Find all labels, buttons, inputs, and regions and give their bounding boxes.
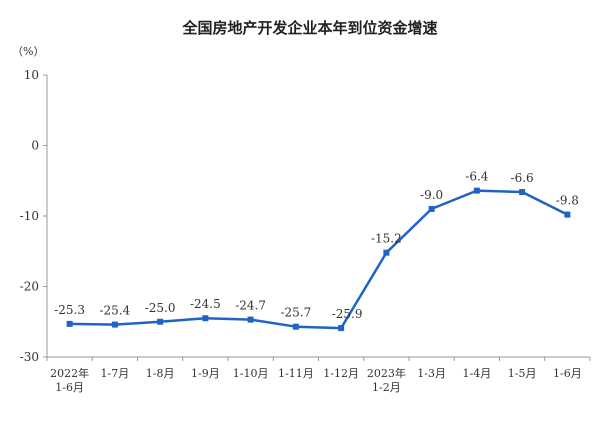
data-label: -24.7: [235, 299, 266, 313]
data-point: [66, 320, 73, 327]
data-labels: -25.3 -25.4 -25.0 -24.5 -24.7 -25.7 -25.9 -15.2…: [54, 170, 579, 321]
series-line: [69, 189, 568, 330]
y-tick-label: -10: [20, 209, 39, 223]
data-label: -9.0: [420, 188, 443, 202]
x-tick-label: 1-7月: [101, 367, 130, 380]
y-tick-label: -30: [20, 350, 39, 364]
x-tick-label: 1-3月: [417, 367, 446, 380]
y-tick-labels: 10 0 -10 -20 -30: [20, 68, 39, 364]
data-label: -15.2: [371, 232, 402, 246]
x-tick-labels: 2022年 1-6月 1-7月 1-8月 1-9月 1-10月 1-11月 1-12月 2023…: [50, 366, 582, 394]
y-tick-label: 10: [24, 68, 39, 82]
data-point: [564, 211, 571, 218]
x-tick-label: 1-12月: [323, 367, 359, 380]
data-point: [157, 318, 164, 325]
y-unit-label: （%）: [12, 45, 44, 58]
data-label: -25.0: [145, 301, 176, 315]
data-point: [202, 315, 209, 322]
y-tick-label: -20: [20, 280, 39, 294]
x-tick-label: 1-8月: [146, 367, 175, 380]
data-label: -25.4: [99, 304, 130, 318]
data-point: [428, 205, 435, 212]
data-point: [111, 321, 118, 328]
x-tick-label: 1-4月: [463, 367, 492, 380]
data-label: -25.9: [332, 307, 363, 321]
chart-title: 全国房地产开发企业本年到位资金增速: [181, 19, 437, 37]
y-tick-label: 0: [31, 139, 39, 153]
data-label: -9.8: [556, 194, 579, 208]
data-point: [519, 189, 526, 196]
data-point: [473, 187, 480, 194]
data-label: -6.4: [465, 170, 489, 184]
data-label: -25.3: [54, 303, 85, 317]
x-tick-label: 1-11月: [278, 367, 314, 380]
data-point: [292, 323, 299, 330]
data-label: -24.5: [190, 297, 221, 311]
data-point: [338, 325, 345, 332]
x-tick-label: 2022年 1-6月: [50, 366, 89, 394]
data-label: -25.7: [280, 306, 311, 320]
axes: [43, 74, 591, 361]
x-tick-label: 1-10月: [233, 367, 269, 380]
data-point: [383, 249, 390, 256]
x-tick-label: 1-5月: [508, 367, 537, 380]
data-label: -6.6: [511, 171, 534, 185]
series: [66, 187, 571, 332]
x-tick-label: 2023年 1-2月: [367, 366, 406, 394]
data-point: [247, 316, 254, 323]
x-tick-label: 1-9月: [191, 367, 220, 380]
x-tick-label: 1-6月: [553, 367, 582, 380]
